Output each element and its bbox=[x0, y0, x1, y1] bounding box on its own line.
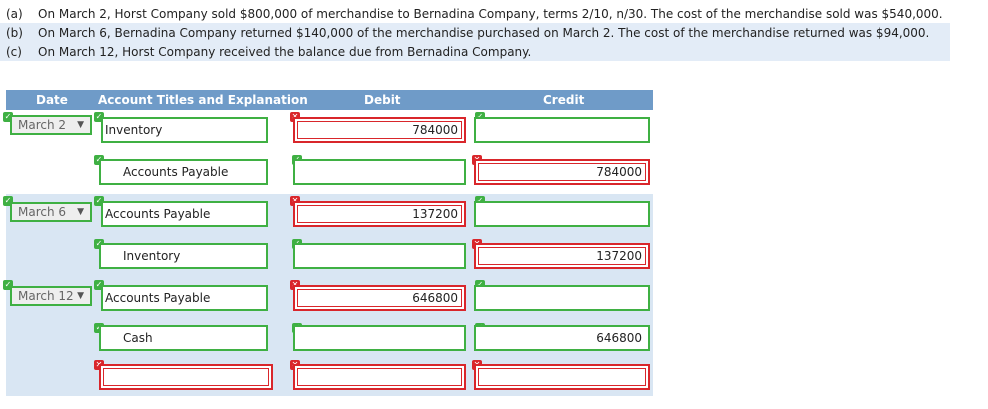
dropdown-arrow-icon: ▼ bbox=[77, 207, 84, 217]
journal-line: ✓ Cash ✓ ✓ 646800 bbox=[6, 320, 653, 358]
account-title-input[interactable]: Accounts Payable bbox=[101, 285, 268, 311]
journal-entry-march-2: ✓ March 2 ▼ ✓ Inventory ✕ 784000 ✓ ✓ Acc… bbox=[3, 110, 653, 194]
header-account: Account Titles and Explanation bbox=[98, 93, 308, 107]
check-badge-icon: ✓ bbox=[3, 196, 13, 206]
problem-statement: (a) On March 2, Horst Company sold $800,… bbox=[0, 4, 950, 61]
problem-letter: (a) bbox=[6, 6, 23, 21]
account-title-value: Inventory bbox=[105, 123, 163, 137]
problem-text: On March 2, Horst Company sold $800,000 … bbox=[38, 6, 943, 21]
header-debit: Debit bbox=[364, 93, 401, 107]
credit-input[interactable] bbox=[474, 285, 650, 311]
account-title-value: Accounts Payable bbox=[105, 207, 211, 221]
account-title-input[interactable]: Inventory bbox=[99, 243, 268, 269]
debit-input[interactable] bbox=[293, 159, 466, 185]
check-badge-icon: ✓ bbox=[94, 196, 104, 206]
debit-input[interactable]: 137200 bbox=[293, 201, 466, 227]
journal-line: ✓ March 6 ▼ ✓ Accounts Payable ✕ 137200 … bbox=[3, 194, 653, 236]
credit-value: 646800 bbox=[596, 331, 642, 345]
account-title-input[interactable]: Accounts Payable bbox=[99, 159, 268, 185]
dropdown-arrow-icon: ▼ bbox=[77, 120, 84, 130]
date-select-value: March 2 bbox=[18, 118, 67, 132]
check-badge-icon: ✓ bbox=[94, 112, 104, 122]
debit-input[interactable] bbox=[293, 243, 466, 269]
debit-value: 784000 bbox=[412, 123, 458, 137]
problem-letter: (c) bbox=[6, 44, 22, 59]
journal-entry-march-12: ✓ March 12 ▼ ✓ Accounts Payable ✕ 646800… bbox=[3, 278, 653, 396]
credit-input[interactable] bbox=[474, 117, 650, 143]
date-select-value: March 12 bbox=[18, 289, 74, 303]
problem-letter: (b) bbox=[6, 25, 23, 40]
credit-input[interactable] bbox=[474, 201, 650, 227]
journal-entry-march-6: ✓ March 6 ▼ ✓ Accounts Payable ✕ 137200 … bbox=[3, 194, 653, 278]
account-title-value: Accounts Payable bbox=[105, 291, 211, 305]
debit-value: 646800 bbox=[412, 291, 458, 305]
header-credit: Credit bbox=[543, 93, 585, 107]
account-title-input[interactable]: Cash bbox=[99, 325, 268, 351]
table-header: Date Account Titles and Explanation Debi… bbox=[6, 90, 653, 110]
credit-input[interactable]: 784000 bbox=[474, 159, 650, 185]
journal-entry-table: Date Account Titles and Explanation Debi… bbox=[3, 90, 653, 396]
date-select-value: March 6 bbox=[18, 205, 67, 219]
check-badge-icon: ✓ bbox=[3, 280, 13, 290]
credit-value: 784000 bbox=[596, 165, 642, 179]
problem-text: On March 6, Bernadina Company returned $… bbox=[38, 25, 930, 40]
problem-text: On March 12, Horst Company received the … bbox=[38, 44, 532, 59]
account-title-value: Accounts Payable bbox=[123, 165, 229, 179]
journal-line: ✓ March 2 ▼ ✓ Inventory ✕ 784000 ✓ bbox=[3, 110, 653, 152]
check-badge-icon: ✓ bbox=[94, 280, 104, 290]
check-badge-icon: ✓ bbox=[3, 112, 13, 122]
debit-value: 137200 bbox=[412, 207, 458, 221]
debit-input[interactable]: 784000 bbox=[293, 117, 466, 143]
problem-item-c: (c) On March 12, Horst Company received … bbox=[0, 42, 950, 61]
journal-line: ✕ ✕ ✕ bbox=[6, 358, 653, 396]
date-select[interactable]: March 12 ▼ bbox=[10, 286, 92, 306]
debit-input[interactable] bbox=[293, 364, 466, 390]
account-title-input[interactable] bbox=[99, 364, 273, 390]
account-title-input[interactable]: Inventory bbox=[101, 117, 268, 143]
credit-value: 137200 bbox=[596, 249, 642, 263]
account-title-input[interactable]: Accounts Payable bbox=[101, 201, 268, 227]
debit-input[interactable] bbox=[293, 325, 466, 351]
date-select[interactable]: March 2 ▼ bbox=[10, 115, 92, 135]
journal-line: ✓ Inventory ✓ ✕ 137200 bbox=[6, 236, 653, 278]
date-select[interactable]: March 6 ▼ bbox=[10, 202, 92, 222]
problem-item-a: (a) On March 2, Horst Company sold $800,… bbox=[0, 4, 950, 23]
journal-line: ✓ March 12 ▼ ✓ Accounts Payable ✕ 646800… bbox=[3, 278, 653, 320]
journal-line: ✓ Accounts Payable ✓ ✕ 784000 bbox=[6, 152, 653, 194]
account-title-value: Inventory bbox=[123, 249, 181, 263]
problem-item-b: (b) On March 6, Bernadina Company return… bbox=[0, 23, 950, 42]
credit-input[interactable] bbox=[474, 364, 650, 390]
account-title-value: Cash bbox=[123, 331, 153, 345]
credit-input[interactable]: 137200 bbox=[474, 243, 650, 269]
debit-input[interactable]: 646800 bbox=[293, 285, 466, 311]
credit-input[interactable]: 646800 bbox=[474, 325, 650, 351]
dropdown-arrow-icon: ▼ bbox=[77, 291, 84, 301]
header-date: Date bbox=[36, 93, 68, 107]
